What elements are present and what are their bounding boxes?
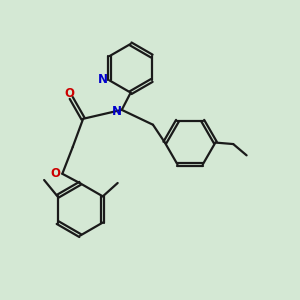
Text: O: O xyxy=(65,87,75,100)
Text: O: O xyxy=(51,167,61,180)
Text: N: N xyxy=(111,105,122,118)
Text: N: N xyxy=(98,74,108,86)
